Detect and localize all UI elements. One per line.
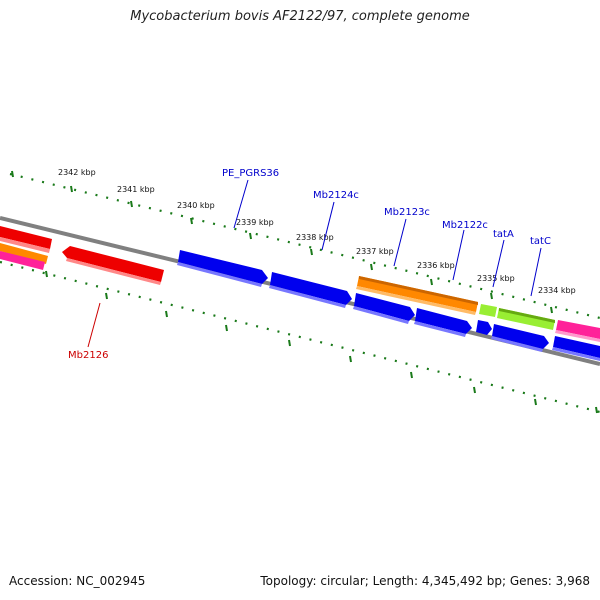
outer-tick-ring	[9, 172, 600, 320]
kbp-label: 2335 kbp	[477, 274, 515, 283]
kbp-label: 2337 kbp	[356, 247, 394, 256]
kbp-label: 2338 kbp	[296, 233, 334, 242]
gene-label-tata: tatA	[493, 229, 514, 240]
leader-pe-pgrs36	[233, 179, 249, 229]
kbp-label: 2340 kbp	[177, 201, 215, 210]
gene-label-mb2123c: Mb2123c	[384, 207, 430, 218]
inner-tick-ring	[0, 260, 600, 414]
accession-text: Accession: NC_002945	[9, 574, 146, 588]
gene-mb2123c[interactable]	[353, 293, 415, 324]
kbp-label: 2336 kbp	[417, 261, 455, 270]
gene-label-pe-pgrs36: PE_PGRS36	[222, 168, 279, 179]
gene-feature-red-left-edge	[0, 226, 52, 253]
gene-mb2122c[interactable]	[414, 308, 472, 337]
gene-tata-blue[interactable]	[476, 320, 492, 335]
inner-major-ticks	[45, 270, 598, 414]
leader-tata	[492, 239, 505, 288]
gene-label-mb2122c: Mb2122c	[442, 220, 488, 231]
gene-blue-right-edge	[552, 336, 600, 361]
leader-mb2126	[87, 302, 101, 348]
gene-tatc-blue[interactable]	[491, 324, 549, 352]
gene-feature-orange-left-edge	[0, 243, 48, 264]
gene-label-tatc: tatC	[530, 236, 551, 247]
gene-pink-right-edge	[555, 320, 600, 342]
leader-tatc	[530, 247, 542, 297]
leader-mb2123c	[393, 218, 407, 267]
gene-green-tatc[interactable]	[497, 308, 555, 330]
gene-mb2124c[interactable]	[269, 272, 352, 308]
gene-pe-pgrs36[interactable]	[177, 250, 268, 287]
kbp-label: 2339 kbp	[236, 218, 274, 227]
kbp-label: 2342 kbp	[58, 168, 96, 177]
map-title: Mycobacterium bovis AF2122/97, complete …	[130, 9, 470, 24]
gene-green-tata[interactable]	[479, 304, 497, 317]
gene-feature-pink-left-edge	[0, 251, 45, 270]
leader-mb2122c	[452, 229, 465, 281]
kbp-label: 2341 kbp	[117, 185, 155, 194]
gene-orange-outer[interactable]	[356, 276, 478, 315]
gene-label-mb2124c: Mb2124c	[313, 190, 359, 201]
gene-label-mb2126: Mb2126	[68, 350, 108, 361]
leader-mb2124c	[321, 201, 335, 251]
gene-mb2126[interactable]	[62, 246, 164, 285]
outer-major-ticks	[11, 170, 553, 314]
kbp-label: 2334 kbp	[538, 286, 576, 295]
genome-summary-text: Topology: circular; Length: 4,345,492 bp…	[260, 574, 590, 588]
